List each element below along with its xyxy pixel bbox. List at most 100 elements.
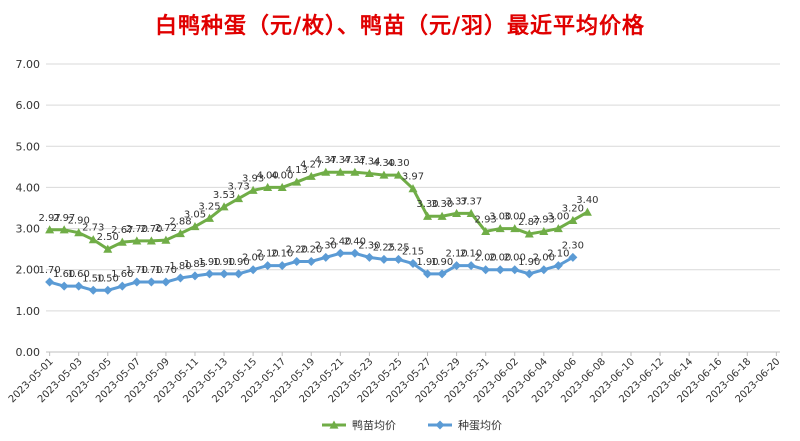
data-point	[379, 254, 389, 264]
data-label: 3.93	[242, 173, 264, 184]
data-point	[568, 252, 578, 262]
y-tick-label: 0.00	[16, 346, 41, 359]
y-tick-label: 7.00	[16, 58, 41, 71]
data-label: 2.72	[155, 223, 177, 234]
data-point	[306, 171, 316, 180]
data-label: 4.13	[286, 165, 308, 176]
data-point	[495, 265, 505, 275]
data-point	[277, 182, 287, 192]
data-point	[510, 265, 520, 275]
data-point	[321, 252, 331, 262]
data-label: 4.37	[344, 155, 366, 166]
data-point	[292, 177, 302, 186]
data-label: 4.30	[373, 158, 395, 169]
data-point	[219, 269, 229, 279]
data-label: 2.10	[547, 249, 569, 260]
data-point	[524, 269, 534, 279]
data-point	[306, 256, 316, 266]
data-label: 2.70	[126, 224, 148, 235]
data-point	[45, 277, 55, 287]
data-point	[190, 271, 200, 281]
data-label: 2.67	[111, 225, 133, 236]
data-label: 4.37	[329, 155, 351, 166]
data-label: 1.70	[126, 265, 148, 276]
data-point	[437, 269, 447, 279]
data-label: 3.00	[489, 212, 511, 223]
data-label: 2.10	[445, 249, 467, 260]
data-point	[435, 420, 445, 430]
data-point	[393, 170, 403, 179]
data-label: 1.90	[416, 257, 438, 268]
data-point	[103, 244, 113, 253]
data-point	[329, 420, 339, 429]
data-point	[132, 236, 142, 245]
data-label: 3.20	[562, 203, 584, 214]
data-label: 2.00	[533, 253, 555, 264]
data-label: 2.00	[242, 253, 264, 264]
data-label: 1.85	[184, 259, 206, 270]
data-label: 1.70	[155, 265, 177, 276]
data-point	[364, 168, 374, 178]
data-point	[59, 225, 69, 234]
data-label: 3.00	[504, 212, 526, 223]
y-tick-label: 4.00	[16, 181, 41, 194]
data-point	[423, 211, 433, 220]
data-label: 3.40	[576, 195, 598, 206]
data-label: 1.90	[518, 257, 540, 268]
data-point	[234, 269, 244, 279]
data-point	[350, 248, 360, 258]
data-label: 2.40	[344, 236, 366, 247]
data-point	[263, 182, 273, 192]
data-point	[175, 229, 185, 238]
data-label: 3.05	[184, 210, 206, 221]
data-point	[277, 261, 287, 271]
data-point	[234, 194, 244, 203]
data-point	[582, 207, 592, 216]
data-label: 1.90	[198, 257, 220, 268]
data-label: 2.87	[518, 217, 540, 228]
data-point	[161, 277, 171, 287]
data-point	[466, 208, 476, 217]
data-label: 2.88	[169, 217, 191, 228]
data-point	[219, 202, 229, 211]
data-point	[379, 170, 389, 179]
data-point	[423, 269, 433, 279]
data-point	[103, 285, 113, 295]
data-label: 1.90	[213, 257, 235, 268]
data-point	[88, 235, 98, 244]
data-point	[393, 254, 403, 264]
data-label: 4.30	[387, 158, 409, 169]
data-label: 2.73	[82, 223, 104, 234]
data-point	[568, 215, 578, 224]
y-tick-label: 1.00	[16, 305, 41, 318]
data-label: 4.00	[257, 170, 279, 181]
data-label: 3.25	[198, 201, 220, 212]
data-point	[205, 269, 215, 279]
data-label: 3.73	[227, 182, 249, 193]
data-label: 2.50	[97, 232, 119, 243]
data-label: 4.37	[315, 155, 337, 166]
data-label: 3.37	[460, 196, 482, 207]
data-label: 3.30	[431, 199, 453, 210]
data-point	[248, 185, 258, 194]
data-label: 2.10	[257, 249, 279, 260]
data-point	[74, 281, 84, 291]
data-point	[132, 277, 142, 287]
data-point	[481, 226, 491, 236]
data-point	[510, 224, 520, 233]
data-label: 1.50	[82, 273, 104, 284]
data-point	[364, 252, 374, 262]
data-label: 1.70	[39, 265, 61, 276]
data-point	[335, 167, 345, 176]
data-label: 1.50	[97, 273, 119, 284]
data-label: 2.15	[402, 247, 424, 258]
data-label: 2.20	[300, 244, 322, 255]
data-point	[553, 261, 563, 271]
data-label: 1.90	[227, 257, 249, 268]
y-tick-label: 5.00	[16, 140, 41, 153]
data-label: 2.10	[460, 249, 482, 260]
data-point	[88, 285, 98, 295]
data-label: 2.30	[562, 240, 584, 251]
data-point	[190, 222, 200, 231]
